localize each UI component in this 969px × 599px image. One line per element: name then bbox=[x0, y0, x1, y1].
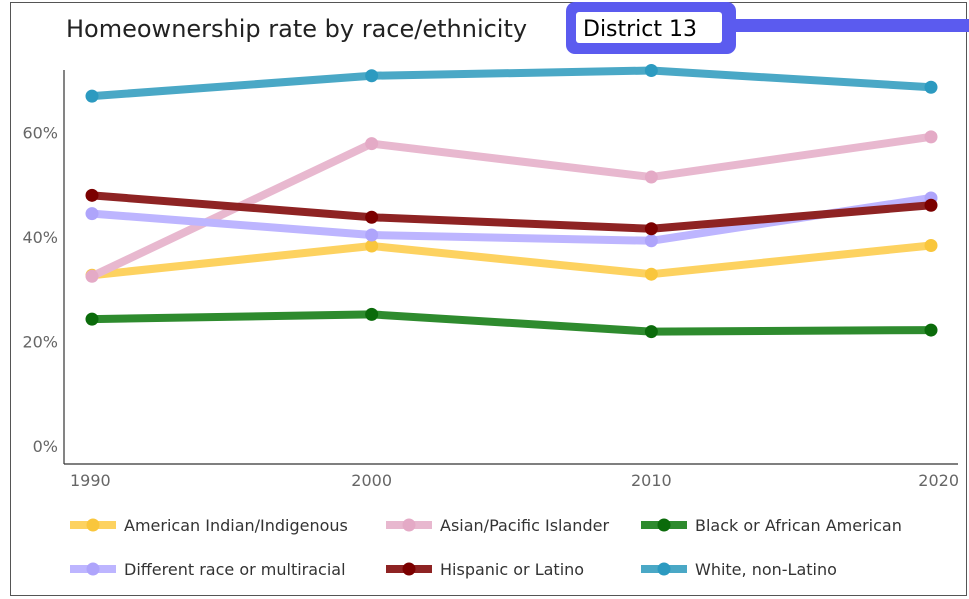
x-tick-label: 2010 bbox=[631, 471, 672, 490]
legend-swatch-dot bbox=[402, 518, 416, 532]
chart-title: Homeownership rate by race/ethnicity bbox=[66, 15, 527, 43]
series-5 bbox=[85, 64, 938, 103]
x-tick-label: 2000 bbox=[351, 471, 392, 490]
x-tick-label: 2020 bbox=[918, 471, 959, 490]
series-line bbox=[88, 191, 935, 233]
data-point[interactable] bbox=[644, 234, 658, 248]
data-point[interactable] bbox=[644, 222, 658, 236]
data-point[interactable] bbox=[85, 89, 99, 103]
y-tick-label: 20% bbox=[22, 333, 58, 352]
legend-item[interactable]: American Indian/Indigenous bbox=[70, 516, 348, 535]
data-point[interactable] bbox=[365, 69, 379, 83]
district-selector[interactable]: District 13 bbox=[566, 2, 969, 54]
data-point[interactable] bbox=[644, 267, 658, 281]
legend-item[interactable]: Hispanic or Latino bbox=[386, 560, 584, 579]
series-4 bbox=[85, 188, 938, 236]
legend-label: Black or African American bbox=[695, 516, 902, 535]
chart-frame bbox=[10, 2, 967, 596]
data-point[interactable] bbox=[924, 80, 938, 94]
legend-label: Hispanic or Latino bbox=[440, 560, 584, 579]
legend-swatch-dot bbox=[86, 562, 100, 576]
y-tick-label: 60% bbox=[22, 124, 58, 143]
selector-field[interactable] bbox=[576, 12, 722, 43]
data-point[interactable] bbox=[85, 188, 99, 202]
data-point[interactable] bbox=[85, 269, 99, 283]
series-line bbox=[88, 241, 935, 280]
legend-label: American Indian/Indigenous bbox=[124, 516, 348, 535]
data-point[interactable] bbox=[924, 323, 938, 337]
series-line bbox=[88, 310, 935, 336]
data-point[interactable] bbox=[365, 307, 379, 321]
legend-item[interactable]: Different race or multiracial bbox=[70, 560, 346, 579]
series-layer bbox=[85, 64, 938, 339]
legend-swatch-dot bbox=[86, 518, 100, 532]
x-tick-label: 1990 bbox=[70, 471, 111, 490]
legend-swatch-dot bbox=[657, 518, 671, 532]
y-tick-label: 40% bbox=[22, 228, 58, 247]
legend-item[interactable]: Asian/Pacific Islander bbox=[386, 516, 609, 535]
y-tick-labels: 0% 20% 40% 60% bbox=[22, 124, 58, 456]
data-point[interactable] bbox=[644, 64, 658, 78]
data-point[interactable] bbox=[644, 325, 658, 339]
data-point[interactable] bbox=[85, 207, 99, 221]
data-point[interactable] bbox=[924, 130, 938, 144]
legend: American Indian/Indigenous Asian/Pacific … bbox=[70, 516, 902, 579]
selector-accent-bar bbox=[723, 19, 969, 32]
data-point[interactable] bbox=[644, 170, 658, 184]
series-0 bbox=[85, 238, 938, 282]
legend-swatch-dot bbox=[657, 562, 671, 576]
data-point[interactable] bbox=[365, 239, 379, 253]
data-point[interactable] bbox=[365, 137, 379, 151]
data-point[interactable] bbox=[365, 228, 379, 242]
legend-item[interactable]: Black or African American bbox=[641, 516, 902, 535]
legend-label: White, non-Latino bbox=[695, 560, 837, 579]
y-tick-label: 0% bbox=[33, 437, 58, 456]
data-point[interactable] bbox=[924, 238, 938, 252]
series-2 bbox=[85, 307, 938, 339]
legend-label: Different race or multiracial bbox=[124, 560, 346, 579]
data-point[interactable] bbox=[85, 312, 99, 326]
x-tick-labels: 1990 2000 2010 2020 bbox=[70, 471, 959, 490]
series-line bbox=[88, 66, 935, 101]
data-point[interactable] bbox=[924, 198, 938, 212]
selector-label: District 13 bbox=[583, 17, 697, 42]
legend-item[interactable]: White, non-Latino bbox=[641, 560, 837, 579]
legend-label: Asian/Pacific Islander bbox=[440, 516, 609, 535]
legend-swatch-dot bbox=[402, 562, 416, 576]
data-point[interactable] bbox=[365, 210, 379, 224]
